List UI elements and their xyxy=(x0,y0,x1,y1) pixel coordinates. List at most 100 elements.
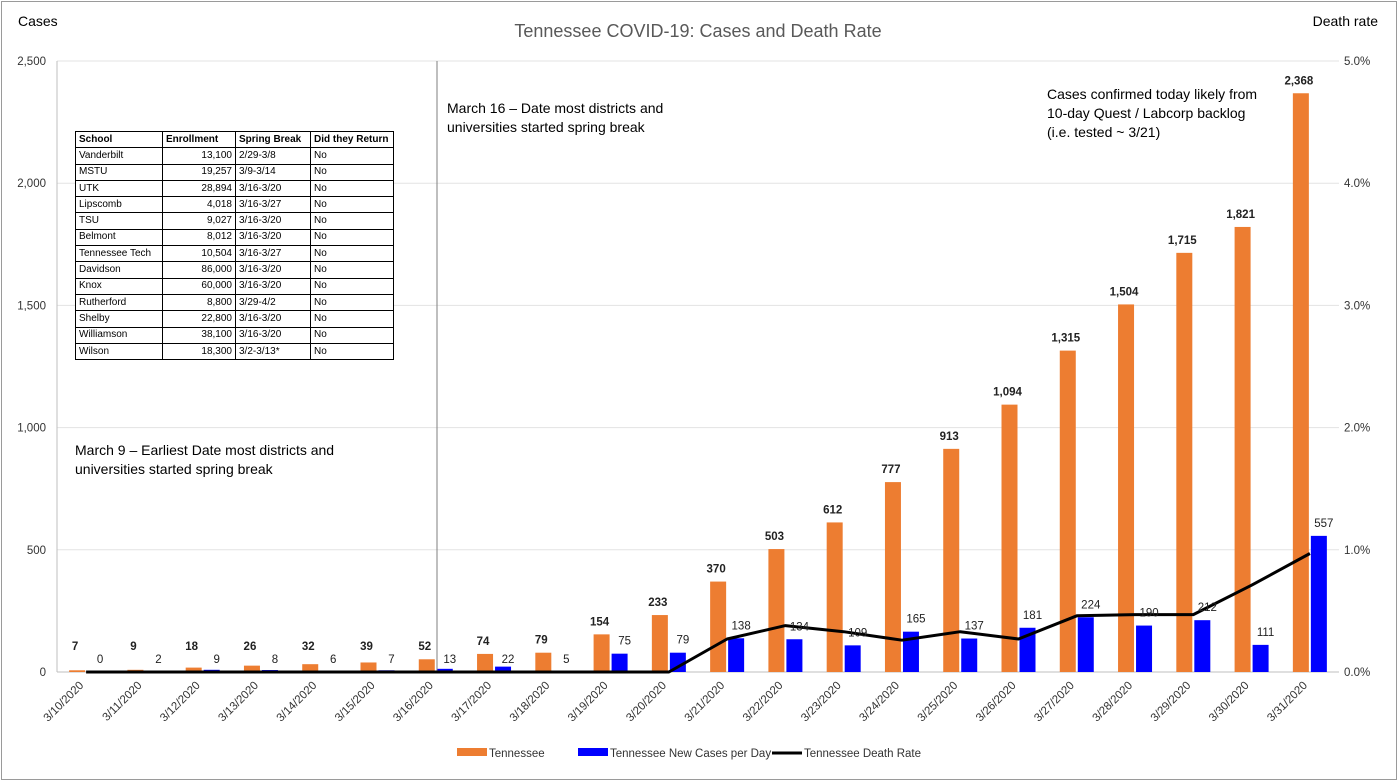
tennessee-data-label: 9 xyxy=(130,641,136,653)
table-cell: TSU xyxy=(75,212,163,230)
table-row: TSU 9,027 3/16-3/20 No xyxy=(75,212,394,230)
y-tick-label: 1,500 xyxy=(17,300,46,312)
new-cases-data-label: 5 xyxy=(563,654,569,666)
x-tick-label: 3/25/2020 xyxy=(916,680,961,725)
tennessee-data-label: 32 xyxy=(302,641,315,653)
new-cases-data-label: 22 xyxy=(502,654,515,666)
table-cell: 28,894 xyxy=(162,179,236,198)
tennessee-data-label: 52 xyxy=(418,641,431,653)
tennessee-bar xyxy=(1176,252,1193,672)
table-cell: Knox xyxy=(75,277,163,295)
new-cases-data-label: 9 xyxy=(213,654,219,666)
y-tick-label: 1,000 xyxy=(17,423,46,435)
legend-tennessee-label: Tennessee xyxy=(489,748,545,760)
death-rate-polyline xyxy=(86,552,1311,674)
annotation-line: March 9 – Earliest Date most districts a… xyxy=(75,442,334,458)
tennessee-data-label: 7 xyxy=(72,641,78,653)
tennessee-data-label: 503 xyxy=(765,531,784,543)
table-cell: Davidson xyxy=(75,261,163,279)
table-cell: No xyxy=(310,342,394,361)
table-cell: UTK xyxy=(75,179,163,198)
new-cases-data-label: 138 xyxy=(732,620,751,632)
new-cases-bar xyxy=(728,638,745,672)
table-cell: No xyxy=(310,245,394,263)
y-tick-label: 500 xyxy=(27,545,46,557)
new-cases-bar xyxy=(669,652,686,672)
tennessee-data-label: 233 xyxy=(648,597,667,609)
table-cell: Lipscomb xyxy=(75,196,163,214)
annotations: March 9 – Earliest Date most districts a… xyxy=(75,86,1257,477)
y2-tick-label: 2.0% xyxy=(1344,423,1370,435)
tennessee-bar xyxy=(943,448,960,672)
legend-new-cases-swatch xyxy=(578,748,608,756)
table-cell: 8,012 xyxy=(162,228,236,247)
table-cell: 13,100 xyxy=(162,147,236,165)
tennessee-data-label: 39 xyxy=(360,641,373,653)
tennessee-data-label: 913 xyxy=(940,431,959,443)
table-row: UTK 28,894 3/16-3/20 No xyxy=(75,179,394,198)
data-labels: 7 0 9 2 18 9 26 8 32 6 39 7 52 13 74 22 79 5 154 75 233 79 370… xyxy=(72,75,1334,666)
tennessee-bar xyxy=(826,522,843,672)
table-cell: 9,027 xyxy=(162,212,236,230)
tennessee-data-label: 777 xyxy=(881,464,900,476)
annotation-line: universities started spring break xyxy=(447,119,646,135)
y2-tick-label: 5.0% xyxy=(1344,56,1370,68)
table-cell: No xyxy=(310,261,394,279)
table-cell: No xyxy=(310,277,394,295)
table-cell: Belmont xyxy=(75,228,163,247)
new-cases-data-label: 6 xyxy=(330,654,336,666)
tennessee-data-label: 1,715 xyxy=(1168,235,1197,247)
table-cell: Tennessee Tech xyxy=(75,245,163,263)
table-cell: 3/2-3/13* xyxy=(235,342,311,361)
x-tick-label: 3/18/2020 xyxy=(508,680,553,725)
x-tick-label: 3/23/2020 xyxy=(799,680,844,725)
x-tick-label: 3/12/2020 xyxy=(158,680,203,725)
tennessee-bar xyxy=(535,652,552,672)
table-cell: 19,257 xyxy=(162,163,236,181)
new-cases-bar xyxy=(1019,627,1036,672)
new-cases-data-label: 2 xyxy=(155,654,161,666)
tennessee-bar xyxy=(477,653,494,672)
y2-axis-title: Death rate xyxy=(1313,13,1379,29)
annotation-line: Cases confirmed today likely from xyxy=(1047,86,1257,102)
tennessee-data-label: 1,315 xyxy=(1051,333,1080,345)
table-cell: 60,000 xyxy=(162,277,236,295)
new-cases-data-label: 8 xyxy=(272,654,278,666)
x-tick-label: 3/22/2020 xyxy=(741,680,786,725)
annotation-line: 10-day Quest / Labcorp backlog xyxy=(1047,105,1245,121)
y-tick-label: 2,000 xyxy=(17,178,46,190)
table-cell: No xyxy=(310,293,394,312)
tennessee-bar xyxy=(1059,350,1076,672)
x-tick-label: 3/24/2020 xyxy=(857,680,902,725)
new-cases-bar xyxy=(902,631,919,672)
new-cases-bar xyxy=(961,638,978,672)
table-cell: Williamson xyxy=(75,326,163,344)
tennessee-data-label: 79 xyxy=(535,635,548,647)
table-header-cell: Did they Return xyxy=(310,130,394,149)
annotation-line: March 16 – Date most districts and xyxy=(447,100,663,116)
table-cell: No xyxy=(310,326,394,344)
table-cell: Shelby xyxy=(75,310,163,328)
table-cell: 2/29-3/8 xyxy=(235,147,311,165)
tennessee-bar xyxy=(1292,93,1309,672)
new-cases-bar xyxy=(1194,620,1211,672)
table-row: Davidson 86,000 3/16-3/20 No xyxy=(75,261,394,279)
y-axis-title: Cases xyxy=(18,13,58,29)
table-cell: 8,800 xyxy=(162,293,236,312)
table-cell: No xyxy=(310,179,394,198)
table-cell: 3/16-3/20 xyxy=(235,179,311,198)
table-row: Williamson 38,100 3/16-3/20 No xyxy=(75,326,394,344)
x-tick-label: 3/19/2020 xyxy=(566,680,611,725)
table-header-cell: Spring Break xyxy=(235,130,311,149)
tennessee-data-label: 612 xyxy=(823,504,842,516)
table-row: Tennessee Tech 10,504 3/16-3/27 No xyxy=(75,245,394,263)
new-cases-data-label: 13 xyxy=(443,654,456,666)
tennessee-bar xyxy=(243,665,260,672)
y2-tick-label: 3.0% xyxy=(1344,300,1370,312)
table-row: Wilson 18,300 3/2-3/13* No xyxy=(75,342,394,361)
x-tick-label: 3/28/2020 xyxy=(1090,680,1135,725)
new-cases-data-label: 212 xyxy=(1198,602,1217,614)
new-cases-data-label: 109 xyxy=(848,627,867,639)
